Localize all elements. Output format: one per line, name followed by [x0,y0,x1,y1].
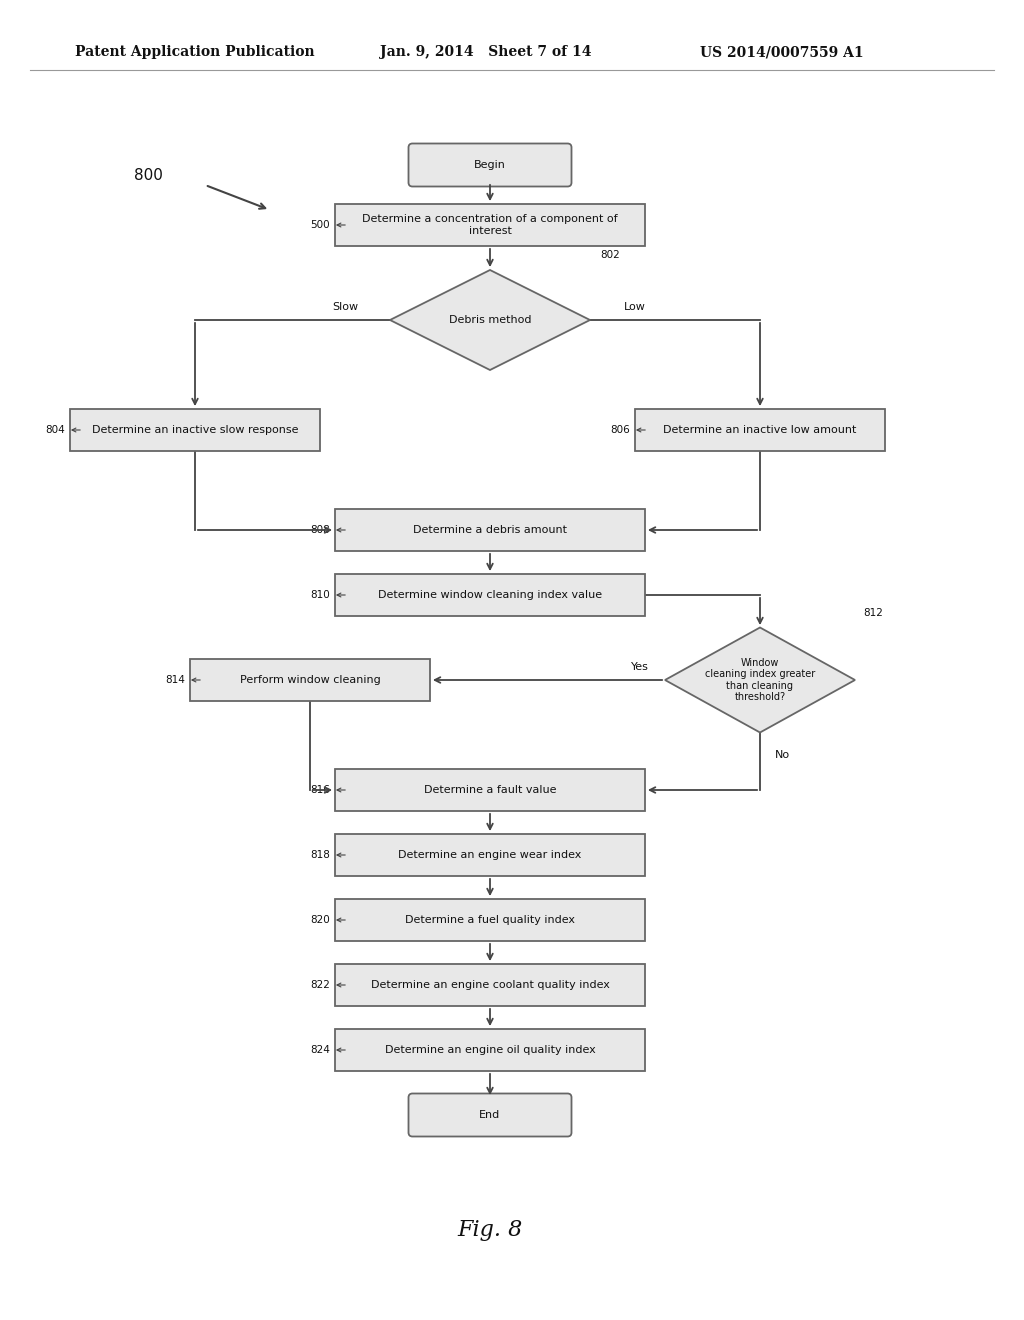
Text: 810: 810 [310,590,330,601]
Text: 804: 804 [45,425,65,436]
Text: End: End [479,1110,501,1119]
Text: Patent Application Publication: Patent Application Publication [75,45,314,59]
Text: Determine an engine wear index: Determine an engine wear index [398,850,582,861]
Text: Determine an engine oil quality index: Determine an engine oil quality index [385,1045,595,1055]
Text: Begin: Begin [474,160,506,170]
Text: US 2014/0007559 A1: US 2014/0007559 A1 [700,45,863,59]
Text: Jan. 9, 2014   Sheet 7 of 14: Jan. 9, 2014 Sheet 7 of 14 [380,45,592,59]
Text: Window
cleaning index greater
than cleaning
threshold?: Window cleaning index greater than clean… [705,657,815,702]
Bar [335,770,645,810]
Text: 800: 800 [133,168,163,182]
Polygon shape [665,627,855,733]
Text: Determine a debris amount: Determine a debris amount [413,525,567,535]
Text: Yes: Yes [631,663,649,672]
Bar [335,574,645,616]
FancyBboxPatch shape [409,1093,571,1137]
Text: 814: 814 [165,675,185,685]
Text: Determine a concentration of a component of
interest: Determine a concentration of a component… [362,214,617,236]
Bar [335,834,645,876]
Text: 812: 812 [863,609,883,618]
Text: Determine an engine coolant quality index: Determine an engine coolant quality inde… [371,979,609,990]
Text: Perform window cleaning: Perform window cleaning [240,675,380,685]
Bar [635,409,885,451]
Text: Determine an inactive slow response: Determine an inactive slow response [92,425,298,436]
Bar [335,510,645,550]
Text: 818: 818 [310,850,330,861]
Text: Fig. 8: Fig. 8 [458,1218,522,1241]
Text: Determine window cleaning index value: Determine window cleaning index value [378,590,602,601]
Text: 820: 820 [310,915,330,925]
Bar [335,1030,645,1071]
Text: 802: 802 [600,249,620,260]
Bar [190,659,430,701]
Text: 500: 500 [310,220,330,230]
Text: 816: 816 [310,785,330,795]
Text: Determine an inactive low amount: Determine an inactive low amount [664,425,857,436]
Bar [335,899,645,941]
Polygon shape [390,271,590,370]
Text: 806: 806 [610,425,630,436]
Bar [335,964,645,1006]
Text: 808: 808 [310,525,330,535]
Bar [335,205,645,246]
Text: Determine a fuel quality index: Determine a fuel quality index [406,915,575,925]
Text: 822: 822 [310,979,330,990]
Text: 824: 824 [310,1045,330,1055]
Text: Determine a fault value: Determine a fault value [424,785,556,795]
Text: Debris method: Debris method [449,315,531,325]
Text: No: No [775,750,791,760]
FancyBboxPatch shape [409,144,571,186]
Bar [70,409,319,451]
Text: Slow: Slow [332,302,358,312]
Text: Low: Low [624,302,646,312]
